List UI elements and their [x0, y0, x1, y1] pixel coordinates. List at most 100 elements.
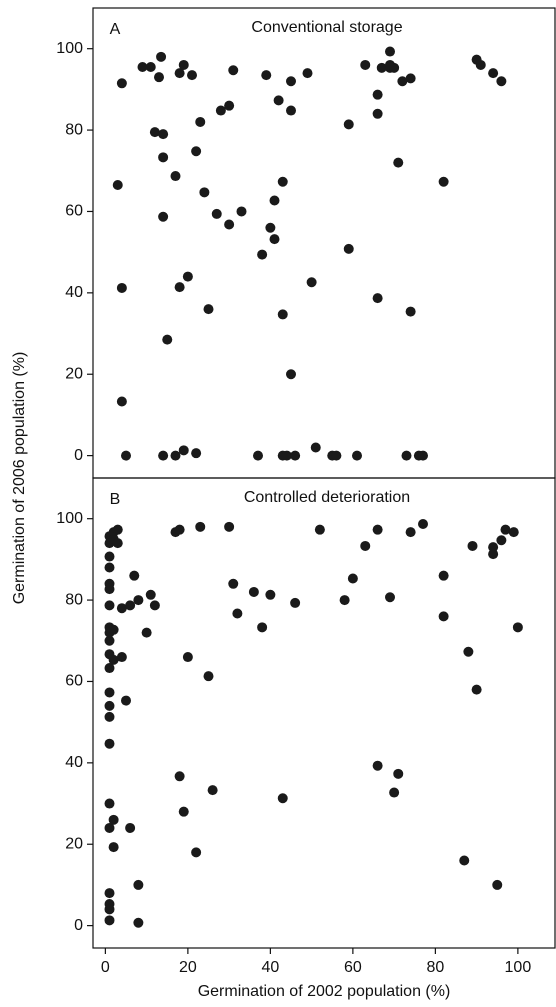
data-point	[207, 785, 218, 796]
data-point	[149, 600, 160, 611]
data-point	[191, 847, 202, 858]
data-point	[347, 573, 358, 584]
data-point	[471, 684, 482, 695]
y-tick-label: 60	[65, 203, 83, 220]
data-point	[405, 73, 416, 84]
data-point	[104, 551, 115, 562]
data-point	[372, 293, 383, 304]
data-point	[116, 78, 127, 89]
data-point	[116, 652, 127, 663]
data-point	[174, 524, 185, 535]
data-point	[496, 535, 507, 546]
data-point	[158, 129, 169, 140]
data-point	[257, 622, 268, 633]
data-point	[302, 68, 313, 79]
data-point	[277, 176, 288, 187]
data-point	[145, 589, 156, 600]
panel-label: B	[110, 491, 121, 508]
panel-b-frame	[92, 477, 556, 949]
data-point	[104, 738, 115, 749]
y-tick-label: 60	[65, 673, 83, 690]
data-point	[496, 76, 507, 87]
data-point	[145, 62, 156, 73]
data-point	[438, 570, 449, 581]
data-point	[156, 51, 167, 62]
data-point	[174, 68, 185, 79]
data-point	[438, 176, 449, 187]
data-point	[463, 646, 474, 657]
data-point	[170, 450, 181, 461]
data-point	[232, 608, 243, 619]
data-point	[203, 671, 214, 682]
data-point	[459, 855, 470, 866]
data-point	[104, 635, 115, 646]
data-point	[236, 206, 247, 217]
data-point	[339, 595, 350, 606]
data-point	[108, 842, 119, 853]
data-point	[133, 595, 144, 606]
y-tick-label: 0	[74, 917, 83, 934]
data-point	[281, 450, 292, 461]
chart-title: Controlled deterioration	[244, 489, 410, 506]
chart-title: Conventional storage	[251, 19, 402, 36]
x-tick-label: 100	[505, 959, 532, 976]
data-point	[314, 524, 325, 535]
data-point	[141, 627, 152, 638]
data-point	[393, 157, 404, 168]
data-point	[343, 119, 354, 130]
data-point	[203, 304, 214, 315]
data-point	[401, 450, 412, 461]
data-point	[286, 105, 296, 116]
data-point	[360, 540, 371, 551]
data-point	[178, 806, 189, 817]
data-point	[104, 904, 115, 915]
data-point	[492, 879, 503, 890]
data-point	[224, 521, 235, 532]
data-point	[488, 549, 499, 560]
data-point	[500, 524, 511, 535]
data-point	[290, 450, 301, 461]
y-tick-label: 0	[74, 447, 83, 464]
data-point	[343, 243, 354, 254]
data-point	[162, 334, 173, 345]
data-point	[182, 271, 193, 282]
data-point	[286, 76, 296, 87]
data-point	[178, 445, 189, 456]
data-point	[133, 879, 144, 890]
data-point	[104, 663, 115, 674]
data-point	[488, 68, 499, 79]
data-point	[104, 915, 115, 926]
y-tick-label: 80	[65, 121, 83, 138]
data-point	[104, 700, 115, 711]
data-point	[129, 570, 140, 581]
data-point	[286, 369, 296, 380]
data-point	[174, 771, 185, 782]
data-point	[405, 527, 416, 538]
x-tick-label: 20	[179, 959, 197, 976]
data-point	[112, 180, 123, 191]
data-point	[372, 524, 383, 535]
x-tick-label: 0	[101, 959, 110, 976]
data-point	[261, 70, 272, 81]
data-point	[277, 309, 288, 320]
data-point	[253, 450, 263, 461]
data-point	[182, 652, 193, 663]
y-tick-label: 20	[65, 835, 83, 852]
data-point	[158, 450, 169, 461]
data-point	[418, 518, 428, 529]
data-point	[269, 195, 280, 206]
data-point	[269, 234, 280, 245]
x-tick-label: 40	[261, 959, 279, 976]
data-point	[224, 219, 235, 230]
panel-label: A	[110, 21, 121, 38]
data-point	[195, 521, 206, 532]
y-tick-label: 40	[65, 754, 83, 771]
data-point	[360, 59, 371, 70]
data-point	[475, 59, 486, 70]
data-point	[191, 146, 202, 157]
data-point	[290, 597, 301, 608]
data-point	[116, 282, 127, 293]
data-point	[174, 282, 185, 293]
data-point	[389, 62, 400, 73]
